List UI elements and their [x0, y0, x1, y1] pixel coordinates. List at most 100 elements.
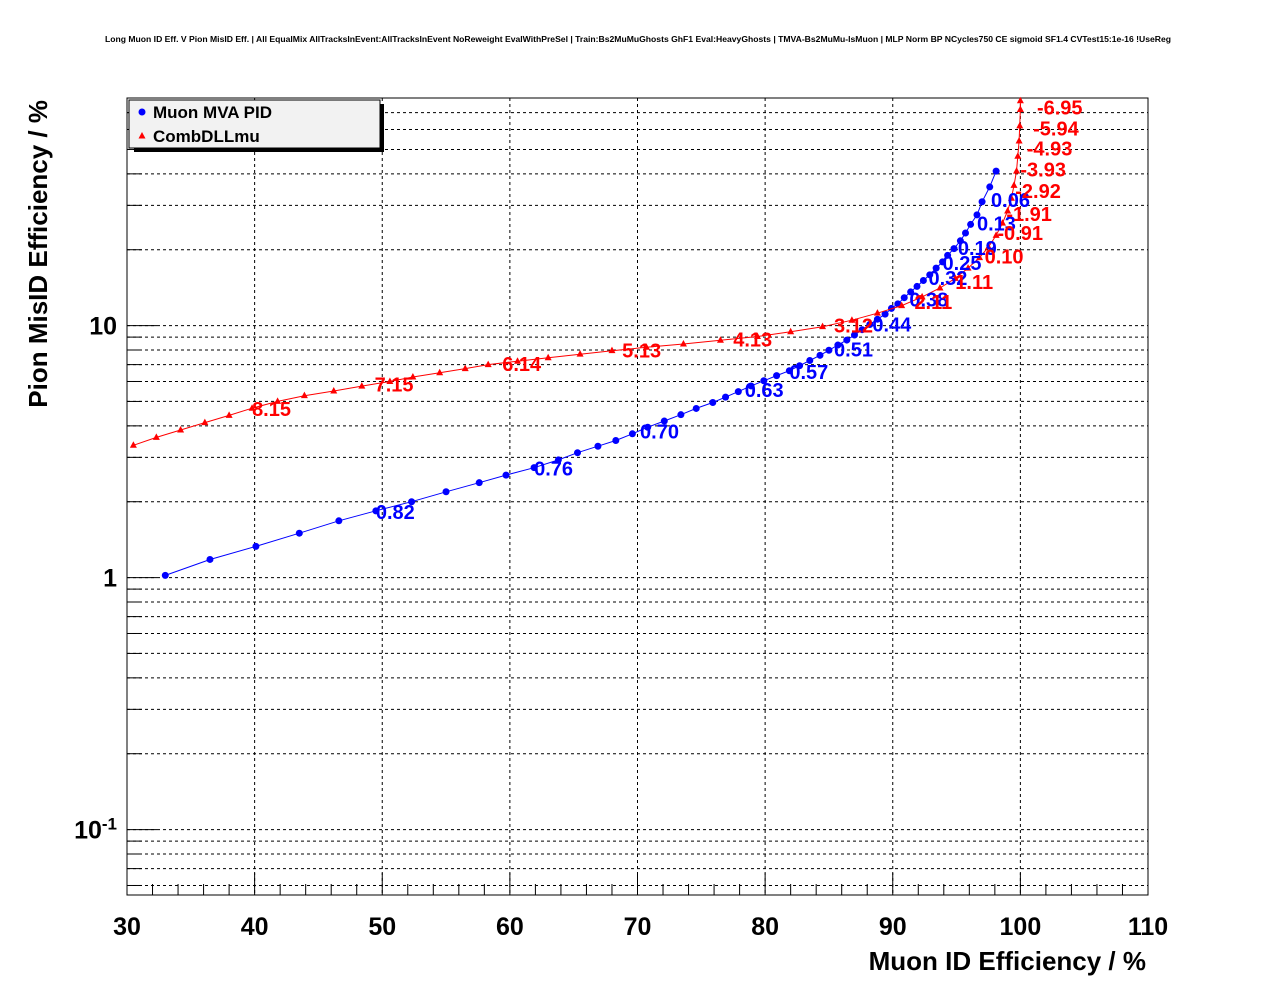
circle-marker: [992, 167, 1000, 175]
series: [129, 96, 1024, 579]
circle-marker: [408, 498, 416, 506]
cut-value-label: 0.25: [943, 253, 982, 275]
y-tick-label: 1: [103, 565, 117, 593]
cut-value-label: 0.57: [789, 362, 828, 384]
triangle-marker: [358, 382, 366, 389]
triangle-marker: [1016, 105, 1024, 113]
cut-value-label: 0.19: [958, 238, 997, 260]
triangle-marker: [576, 350, 584, 357]
series-line: [165, 171, 997, 576]
circle-marker: [335, 517, 343, 525]
legend-box: [128, 99, 381, 149]
circle-marker: [709, 399, 717, 407]
triangle-marker: [138, 132, 146, 139]
circle-marker: [554, 456, 562, 464]
circle-marker: [850, 331, 858, 339]
triangle-marker: [1015, 137, 1023, 144]
cut-value-label: 0.63: [745, 380, 784, 402]
cut-value-label: 6.14: [502, 354, 542, 376]
circle-marker: [785, 367, 793, 375]
triangle-marker: [951, 274, 959, 281]
circle-marker: [978, 198, 986, 206]
y-axis-title: Pion MisID Efficiency / %: [23, 100, 53, 408]
circle-marker: [866, 320, 874, 328]
circle-marker: [907, 288, 915, 296]
circle-marker: [967, 220, 975, 228]
circle-marker: [530, 464, 538, 472]
triangle-marker: [976, 253, 984, 261]
cut-value-label: -5.94: [1033, 119, 1079, 141]
circle-marker: [295, 529, 303, 537]
cut-value-label: 0.70: [640, 421, 679, 443]
circle-marker: [747, 382, 755, 390]
cut-value-label: -6.95: [1037, 98, 1083, 120]
cut-value-label: -0.91: [997, 223, 1043, 245]
triangle-marker: [514, 357, 522, 364]
series-circle: [161, 167, 1000, 579]
circle-marker: [834, 341, 842, 349]
cut-value-label: 7.15: [375, 374, 414, 396]
circle-marker: [825, 346, 833, 354]
cut-value-label: 2.11: [914, 292, 952, 314]
triangle-marker: [409, 373, 417, 380]
circle-marker: [796, 362, 804, 370]
triangle-marker: [1013, 167, 1021, 174]
x-tick-label: 60: [496, 913, 524, 941]
circle-marker: [843, 336, 851, 344]
circle-marker: [442, 488, 450, 496]
circle-marker: [973, 211, 981, 219]
circle-marker: [502, 471, 510, 479]
x-tick-label: 110: [1128, 913, 1168, 941]
triangle-marker: [1007, 194, 1015, 201]
cut-value-label: 8.15: [252, 399, 291, 421]
x-tick-label: 50: [368, 913, 396, 941]
triangle-marker: [819, 322, 827, 330]
cut-value-label: 0.76: [534, 459, 573, 481]
triangle-marker: [1004, 206, 1012, 214]
circle-marker: [138, 108, 146, 116]
cut-value-label: 1.11: [955, 272, 993, 294]
cut-value-label: 0.13: [977, 213, 1016, 235]
circle-marker: [722, 393, 730, 401]
circle-marker: [944, 251, 952, 259]
triangle-marker: [386, 377, 394, 384]
circle-marker: [161, 571, 169, 579]
legend: Muon MVA PID CombDLLmu: [128, 99, 384, 152]
x-tick-label: 70: [624, 913, 652, 941]
circle-marker: [206, 555, 214, 563]
circle-marker: [628, 430, 636, 438]
y-tick-label: 10-1: [74, 815, 117, 845]
chart-title: Long Muon ID Eff. V Pion MisID Eff. | Al…: [105, 34, 1171, 44]
triangle-marker: [330, 387, 338, 394]
triangle-marker: [248, 404, 256, 411]
triangle-marker: [300, 391, 308, 399]
triangle-marker: [992, 231, 1000, 238]
circle-marker: [760, 377, 768, 385]
cut-value-label: 0.10: [985, 246, 1024, 268]
triangle-marker: [787, 327, 795, 335]
triangle-marker: [152, 433, 160, 440]
circle-marker: [956, 237, 964, 245]
circle-marker: [692, 404, 700, 412]
circle-marker: [734, 388, 742, 396]
circle-marker: [873, 315, 881, 323]
triangle-marker: [544, 353, 552, 361]
circle-marker: [932, 264, 940, 272]
triangle-marker: [999, 219, 1007, 226]
circle-marker: [919, 276, 927, 284]
cut-value-label: -4.93: [1027, 138, 1073, 160]
cut-value-label: 0.32: [928, 268, 967, 290]
triangle-marker: [964, 264, 972, 271]
triangle-marker: [848, 316, 856, 323]
cut-value-label: 0.51: [834, 340, 873, 362]
circle-marker: [252, 542, 260, 550]
circle-marker: [950, 245, 958, 253]
circle-marker: [939, 258, 947, 266]
triangle-marker: [225, 411, 233, 418]
triangle-marker: [436, 368, 444, 376]
circle-marker: [677, 411, 685, 419]
triangle-marker: [274, 397, 282, 404]
circle-marker: [986, 183, 994, 191]
